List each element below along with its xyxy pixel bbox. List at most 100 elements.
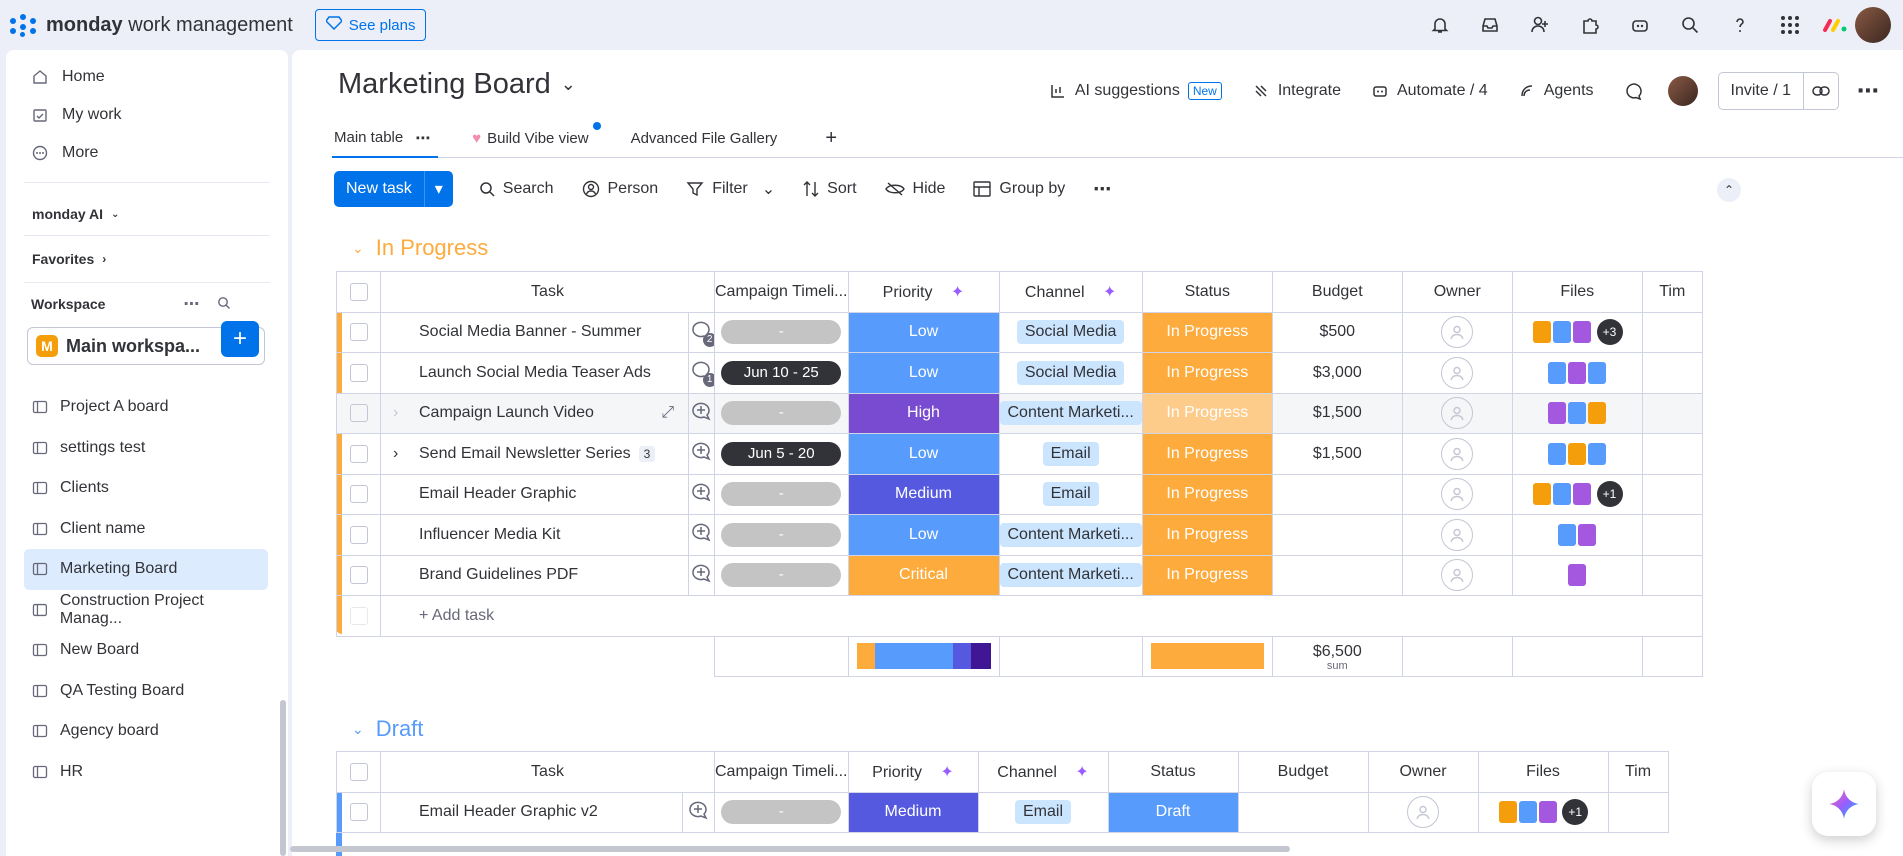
budget-cell[interactable]: $3,000 [1271, 352, 1403, 394]
file-thumbnail[interactable] [1558, 523, 1577, 546]
status-cell[interactable]: In Progress [1141, 554, 1273, 596]
file-thumbnail[interactable] [1533, 483, 1552, 506]
files-cell[interactable]: +1 [1477, 791, 1609, 833]
file-thumbnail[interactable] [1548, 402, 1567, 425]
status-cell[interactable]: In Progress [1141, 514, 1273, 556]
add-task-row[interactable]: + Add task [336, 595, 1703, 637]
nav-more[interactable]: More [6, 134, 288, 172]
status-cell[interactable]: In Progress [1141, 433, 1273, 475]
row-checkbox[interactable] [336, 392, 381, 434]
updates-icon[interactable]: 2 [691, 320, 714, 347]
column-header-owner[interactable]: Owner [1401, 271, 1513, 313]
owner-cell[interactable] [1401, 554, 1513, 596]
bell-icon[interactable] [1415, 0, 1465, 50]
expand-item-icon[interactable]: ⤢ [661, 403, 675, 421]
nav-my-work[interactable]: My work [6, 96, 288, 134]
table-row[interactable]: Social Media Banner - Summer 2- Low Social … [336, 311, 1703, 353]
column-header-task[interactable]: Task [380, 271, 715, 313]
column-header-priority[interactable]: Priority ✦ [847, 751, 979, 793]
sidebar-board-item[interactable]: New Board [24, 630, 268, 671]
row-checkbox[interactable] [336, 311, 381, 353]
timeline-2-cell[interactable] [1641, 473, 1703, 515]
channel-cell[interactable]: Content Marketi... [998, 392, 1143, 434]
add-update-icon[interactable] [691, 402, 713, 425]
files-cell[interactable]: +1 [1511, 473, 1643, 515]
sidebar-board-item[interactable]: QA Testing Board [24, 671, 268, 712]
new-task-button[interactable]: New task ▾ [334, 171, 453, 207]
priority-cell[interactable]: Medium [847, 473, 1000, 515]
timeline-cell[interactable]: - [714, 311, 849, 353]
more-options-icon[interactable]: ⋯ [1857, 78, 1879, 103]
updates-chat-icon[interactable] [1624, 81, 1644, 101]
file-thumbnail[interactable] [1498, 801, 1517, 824]
add-update-icon[interactable] [688, 801, 710, 824]
group-title-draft[interactable]: ⌄ Draft [352, 716, 423, 742]
timeline-2-cell[interactable] [1641, 352, 1703, 394]
status-summary[interactable] [1141, 635, 1273, 677]
person-filter-button[interactable]: Person [582, 180, 658, 198]
column-header-status[interactable]: Status [1107, 751, 1239, 793]
add-update-icon[interactable] [691, 564, 713, 587]
file-thumbnail[interactable] [1573, 483, 1592, 506]
sidebar-board-item[interactable]: HR [24, 752, 268, 793]
file-thumbnail[interactable] [1588, 442, 1607, 465]
files-more-badge[interactable]: +3 [1596, 319, 1623, 346]
files-cell[interactable]: +3 [1511, 311, 1643, 353]
budget-cell[interactable] [1271, 554, 1403, 596]
updates-cell[interactable] [688, 554, 715, 596]
toolbar-more-icon[interactable]: ⋯ [1093, 178, 1112, 199]
files-cell[interactable] [1511, 352, 1643, 394]
horizontal-scrollbar[interactable] [290, 846, 1290, 852]
task-name-cell[interactable]: Email Header Graphic [379, 473, 689, 515]
status-cell[interactable]: In Progress [1141, 473, 1273, 515]
board-title[interactable]: Marketing Board ⌄ [338, 68, 576, 101]
sidebar-scrollbar[interactable] [280, 700, 286, 856]
column-header-timeline-2[interactable]: Tim [1607, 751, 1669, 793]
expand-subitems-icon[interactable]: › [393, 444, 399, 462]
nav-home[interactable]: Home [6, 58, 288, 96]
timeline-2-cell[interactable] [1641, 433, 1703, 475]
file-thumbnail[interactable] [1568, 564, 1587, 587]
search-icon[interactable] [217, 296, 231, 313]
automate-button[interactable]: Automate / 4 [1371, 82, 1488, 100]
row-checkbox[interactable] [336, 554, 381, 596]
status-cell[interactable]: In Progress [1141, 392, 1273, 434]
owner-cell[interactable] [1401, 352, 1513, 394]
owner-cell[interactable] [1401, 473, 1513, 515]
file-thumbnail[interactable] [1548, 361, 1567, 384]
ai-assistant-button[interactable] [1812, 772, 1876, 836]
table-row[interactable]: Email Header Graphic - Medium Email In Progr… [336, 473, 1703, 515]
file-thumbnail[interactable] [1568, 442, 1587, 465]
column-header-timeline[interactable]: Campaign Timeli... [714, 271, 849, 313]
board-owner-avatar[interactable] [1667, 76, 1698, 106]
monday-ai-section[interactable]: monday AI ⌄ [6, 193, 288, 235]
file-thumbnail[interactable] [1548, 442, 1567, 465]
updates-icon[interactable]: 1 [691, 360, 714, 388]
updates-cell[interactable]: 2 [688, 311, 715, 353]
updates-cell[interactable] [688, 514, 715, 556]
file-thumbnail[interactable] [1588, 361, 1607, 384]
file-thumbnail[interactable] [1568, 402, 1587, 425]
file-thumbnail[interactable] [1553, 321, 1572, 344]
table-row[interactable]: Email Header Graphic v2 - Medium Email Draft… [336, 791, 1669, 833]
add-update-icon[interactable] [691, 442, 713, 465]
channel-cell[interactable]: Email [977, 791, 1109, 833]
priority-cell[interactable]: Low [847, 514, 1000, 556]
sort-button[interactable]: Sort [803, 180, 857, 198]
column-header-budget[interactable]: Budget [1271, 271, 1403, 313]
row-checkbox[interactable] [336, 433, 381, 475]
timeline-2-cell[interactable] [1641, 514, 1703, 556]
task-name-cell[interactable]: › Send Email Newsletter Series 3 [379, 433, 689, 475]
priority-summary[interactable] [847, 635, 1000, 677]
user-avatar[interactable] [1855, 7, 1891, 43]
sidebar-board-item[interactable]: Project A board [24, 387, 268, 428]
filter-button[interactable]: Filter ⌄ [686, 179, 775, 199]
budget-cell[interactable] [1237, 791, 1369, 833]
invite-button[interactable]: Invite / 1 [1717, 72, 1839, 110]
select-all-checkbox[interactable] [336, 751, 381, 793]
owner-cell[interactable] [1401, 392, 1513, 434]
search-button[interactable]: Search [479, 180, 554, 198]
chevron-down-icon[interactable]: ⌄ [352, 720, 364, 737]
timeline-cell[interactable]: Jun 10 - 25 [714, 352, 849, 394]
files-more-badge[interactable]: +1 [1596, 481, 1623, 508]
